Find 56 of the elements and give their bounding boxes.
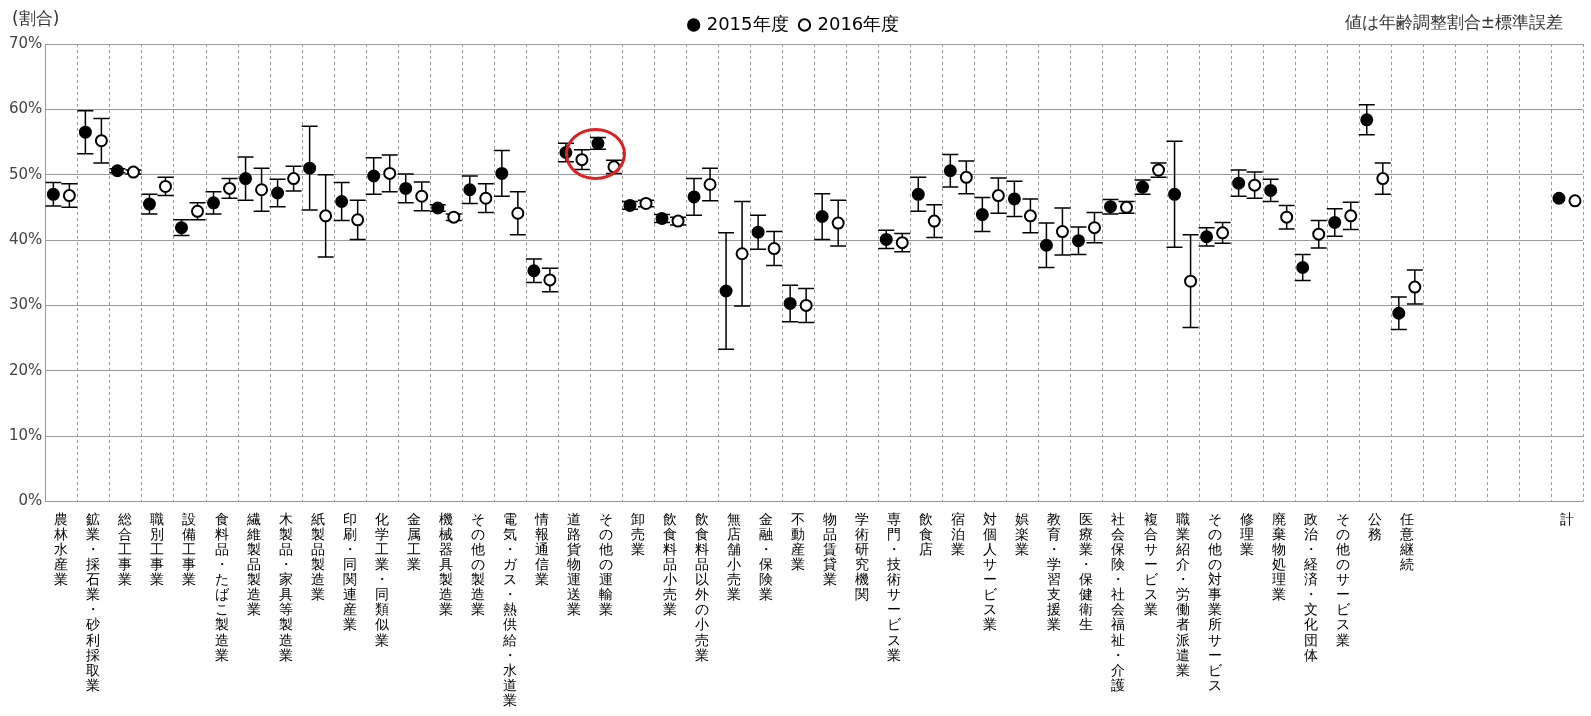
x-tick-label: 複合サービス業 (1143, 510, 1159, 618)
category-label: 電気・ガス・熱供給・水道業 (502, 510, 517, 709)
x-tick-label: 飲食料品小売業 (663, 510, 678, 618)
x-tick-label: 道路貨物運送業 (566, 510, 581, 618)
x-tick-label: 任意継続 (1398, 510, 1414, 572)
x-tick-label: 印刷・同関連産業 (342, 510, 357, 633)
x-tick-label: 農林水産業 (53, 510, 69, 588)
category-label: 飲食料品以外の小売業 (695, 510, 710, 663)
x-tick-label: 対個人サービス業 (983, 510, 999, 633)
x-tick-label: その他の運輸業 (598, 510, 613, 618)
x-tick-label: 廃棄物処理業 (1271, 510, 1286, 603)
category-label: 化学工業・同類似業 (374, 510, 389, 648)
x-tick-label: 卸売業 (630, 510, 645, 557)
x-tick-label: 金融・保険業 (759, 510, 774, 603)
x-tick-label: その他の製造業 (470, 510, 485, 618)
category-label: 鉱業・採石業・砂利採取業 (86, 510, 101, 693)
x-tick-label: 設備工事業 (182, 510, 197, 588)
y-tick-label: 20% (9, 360, 43, 379)
y-tick-label: 0% (18, 491, 43, 510)
category-label: 専門・技術サービス業 (887, 510, 902, 663)
legend-label: 2016年度 (817, 12, 900, 34)
x-tick-label: 金属工業 (406, 510, 421, 572)
category-label: 職業紹介・労働者派遣業 (1175, 510, 1190, 678)
y-tick-label: 50% (9, 164, 43, 183)
x-tick-label: 計 (1559, 510, 1574, 527)
x-tick-label: 教育・学習支援業 (1047, 510, 1062, 633)
x-tick-label: 紙製品製造業 (310, 510, 325, 603)
x-tick-label: 飲食店 (919, 510, 934, 557)
x-tick-label: 繊維製品製造業 (245, 510, 261, 618)
x-tick-label: 公務 (1367, 510, 1382, 542)
y-tick-label: 40% (9, 229, 43, 248)
x-tick-label: 情報通信業 (533, 510, 549, 588)
category-label: その他のサービス業 (1335, 510, 1350, 648)
y-axis-title: (割合) (12, 8, 60, 29)
x-tick-label: 修理業 (1239, 510, 1254, 557)
category-label: 政治・経済・文化団体 (1303, 510, 1318, 663)
y-tick-label: 30% (9, 295, 43, 314)
x-tick-label: 不動産業 (791, 510, 806, 572)
category-label: 木製品・家具等製造業 (278, 510, 293, 663)
x-tick-label: 学術研究機関 (855, 510, 870, 603)
x-tick-label: 宿泊業 (951, 510, 966, 557)
x-tick-label: 娯楽業 (1015, 510, 1030, 557)
y-tick-label: 70% (9, 33, 43, 52)
category-label: 社会保険・社会福祉・介護 (1111, 510, 1126, 693)
x-tick-label: 機械器具製造業 (438, 510, 453, 618)
y-tick-label: 60% (9, 99, 43, 118)
legend-label: 2015年度 (706, 12, 789, 34)
y-tick-label: 10% (9, 425, 43, 444)
category-label: その他の対事業所サービス (1207, 510, 1222, 693)
x-tick-label: 無店舗小売業 (727, 510, 742, 603)
x-tick-label: 医療業・保健衛生 (1079, 510, 1094, 633)
x-tick-label: 職別工事業 (150, 510, 165, 588)
x-tick-label: 物品賃貸業 (823, 510, 838, 588)
x-tick-label: 総合工事業 (117, 510, 133, 588)
category-label: 食料品・たばこ製造業 (214, 510, 229, 663)
text: 値は年齢調整割合±標準誤差 (1344, 12, 1563, 33)
